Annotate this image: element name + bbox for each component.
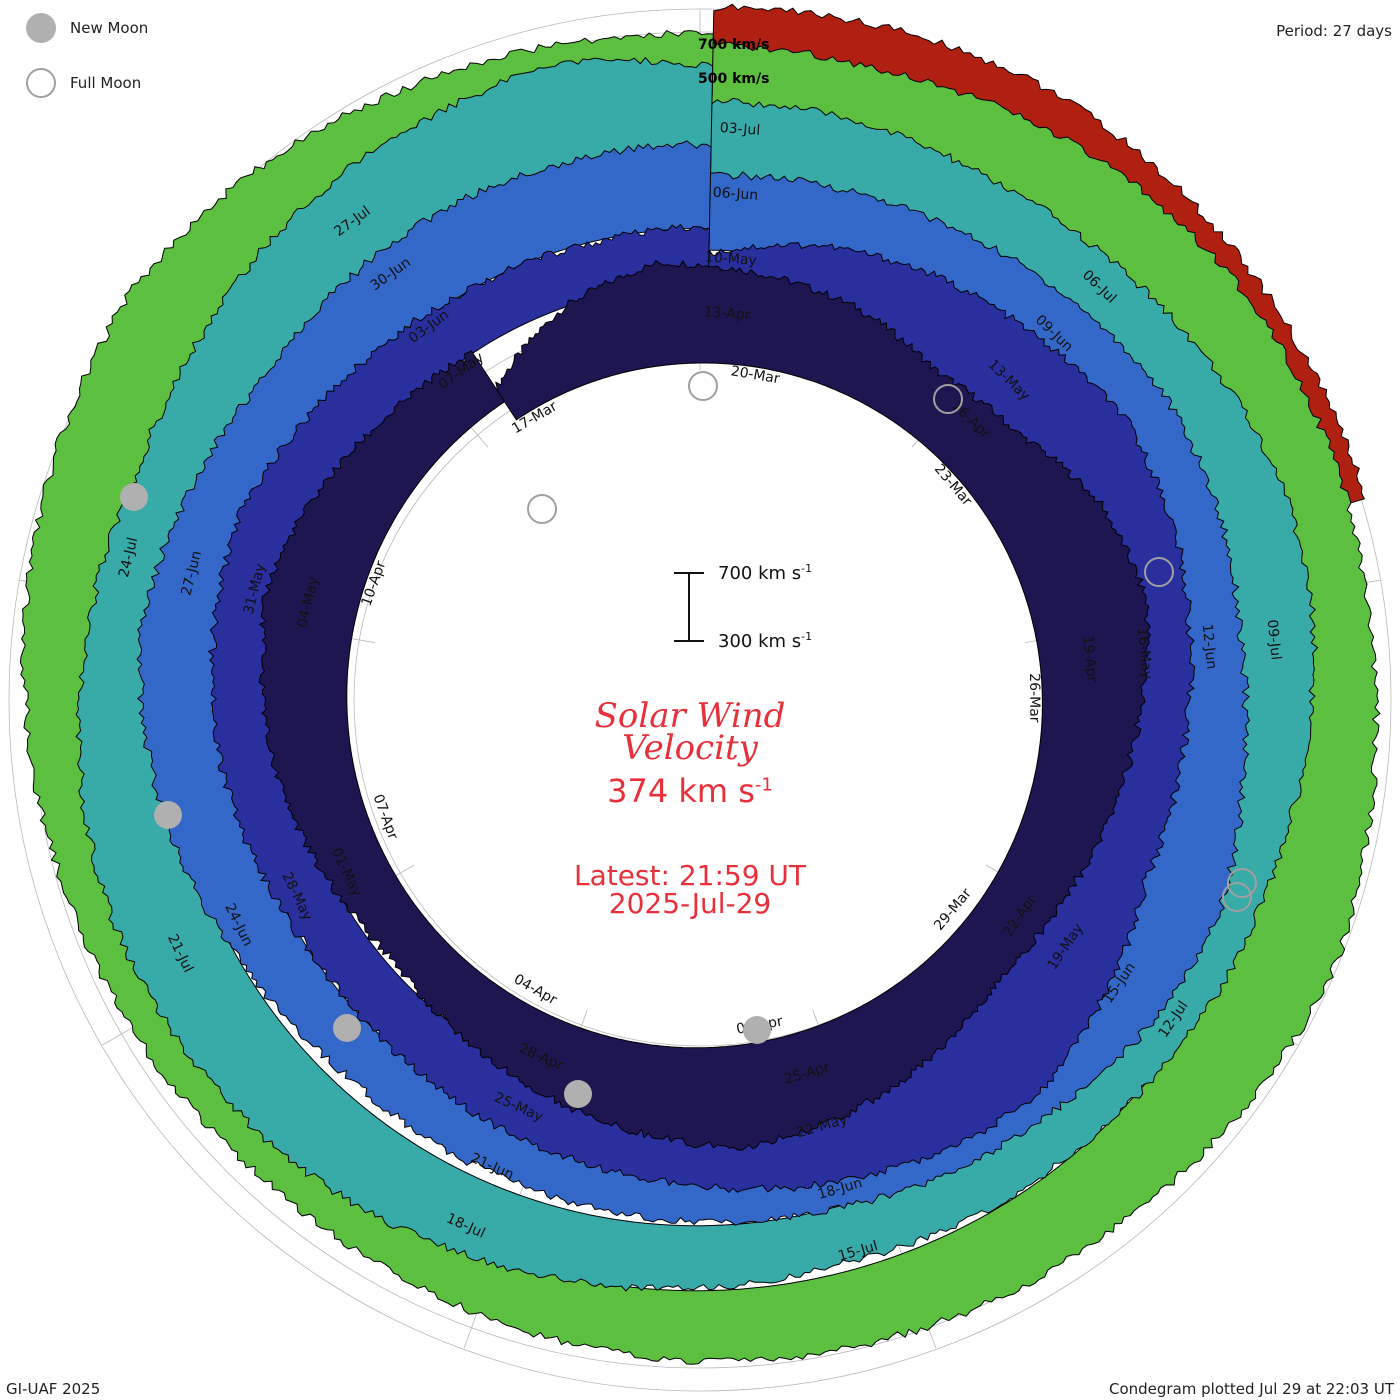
rotation-band-1: [258, 260, 1152, 1152]
moon-markers: [120, 371, 1257, 1108]
footer-credit: GI-UAF 2025: [6, 1380, 101, 1398]
date-label: 12-Jun: [1199, 623, 1220, 670]
legend-full-moon: Full Moon: [26, 68, 141, 98]
scale-high-label: 700 km s-1: [718, 562, 813, 584]
period-label: Period: 27 days: [1276, 22, 1392, 40]
date-label: 13-Apr: [703, 304, 751, 323]
date-label: 10-May: [704, 249, 757, 269]
scale-cap-bottom: [674, 640, 704, 642]
reference-scale: 700 km/s 500 km/s: [698, 37, 769, 87]
current-speed-value: 374 km s: [607, 772, 755, 810]
new-moon-marker: [154, 801, 182, 829]
date-label: 19-Apr: [1079, 635, 1100, 683]
full-moon-marker: [1222, 882, 1252, 912]
footer-timestamp: Condegram plotted Jul 29 at 22:03 UT: [1108, 1380, 1394, 1398]
rotation-bands: [19, 3, 1381, 1365]
reference-label-700: 700 km/s: [698, 37, 769, 53]
date-label: 26-Mar: [1026, 673, 1042, 723]
full-moon-marker: [933, 384, 963, 414]
legend-full-moon-label: Full Moon: [70, 74, 142, 92]
chart-title-line2: Velocity: [622, 728, 758, 768]
scale-bar: [688, 572, 690, 642]
latest-timestamp: Latest: 21:59 UT 2025-Jul-29: [520, 862, 860, 918]
new-moon-marker: [333, 1014, 361, 1042]
latest-date: 2025-Jul-29: [608, 887, 772, 920]
date-label: 06-Jun: [712, 185, 759, 204]
date-label: 03-Jul: [719, 120, 761, 139]
chart-title: Solar Wind Velocity: [520, 696, 860, 768]
full-moon-marker: [1144, 557, 1174, 587]
scale-low-label: 300 km s-1: [718, 630, 813, 652]
new-moon-marker: [564, 1080, 592, 1108]
new-moon-marker: [120, 483, 148, 511]
grid-circle: [8, 8, 1392, 1392]
current-speed: 374 km s-1: [520, 772, 860, 810]
new-moon-marker: [743, 1016, 771, 1044]
speed-scale: 700 km s-1 300 km s-1: [668, 560, 868, 660]
center-disc: [370, 370, 1030, 1030]
latest-time: Latest: 21:59 UT: [573, 859, 807, 892]
full-moon-marker: [527, 494, 557, 524]
date-label: 16-May: [1134, 627, 1155, 680]
chart-title-line1: Solar Wind: [594, 696, 786, 736]
current-speed-exp: -1: [754, 774, 773, 796]
legend-new-moon-label: New Moon: [70, 19, 149, 37]
scale-cap-top: [674, 572, 704, 574]
date-label: 09-Jul: [1264, 619, 1284, 661]
legend-new-moon: New Moon: [26, 13, 148, 43]
new-moon-icon: [26, 13, 56, 43]
full-moon-marker: [1227, 868, 1257, 898]
full-moon-marker: [688, 371, 718, 401]
full-moon-icon: [26, 68, 56, 98]
reference-label-500: 500 km/s: [698, 71, 769, 87]
